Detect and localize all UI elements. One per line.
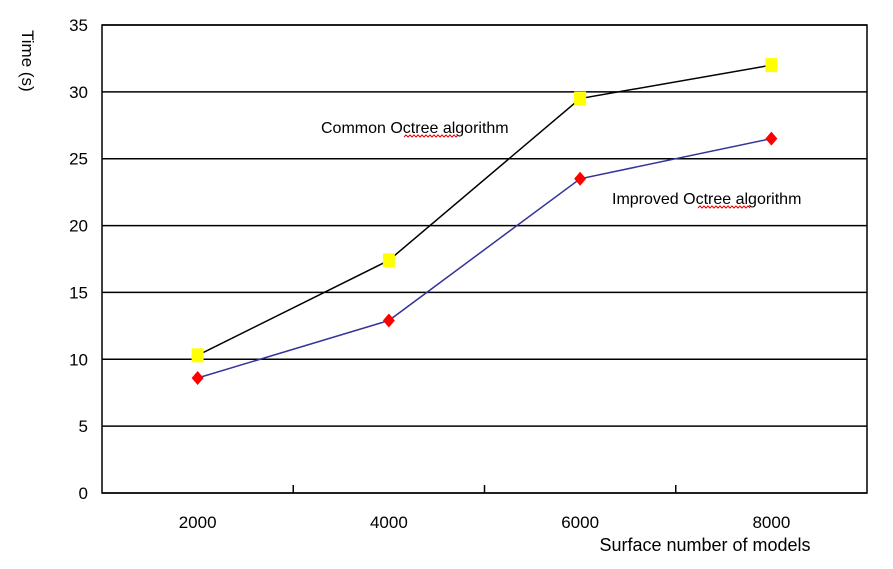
- y-tick-label: 0: [79, 484, 88, 503]
- data-point-diamond: [765, 131, 778, 146]
- y-axis-label: Time (s): [18, 30, 37, 92]
- data-point-square: [191, 348, 204, 363]
- data-point-diamond: [191, 371, 204, 386]
- data-point-diamond: [382, 313, 395, 328]
- x-tick-label: 6000: [561, 513, 599, 532]
- y-tick-label: 5: [79, 417, 88, 436]
- data-point-diamond: [574, 171, 587, 186]
- plot-frame: [101, 24, 868, 494]
- y-tick-label: 20: [69, 217, 88, 236]
- data-point-square: [382, 253, 395, 268]
- data-point-square: [574, 91, 587, 106]
- spellcheck-underline: [697, 205, 751, 209]
- y-tick-label: 10: [69, 350, 88, 369]
- data-point-square: [765, 58, 778, 73]
- y-tick-label: 35: [69, 16, 88, 35]
- series-line-1: [197, 137, 772, 379]
- x-tick-label: 2000: [179, 513, 217, 532]
- y-tick-label: 15: [69, 283, 88, 302]
- x-axis-label: Surface number of models: [599, 535, 810, 555]
- series-label-common: Common Octree algorithm: [321, 120, 509, 137]
- spellcheck-underline: [403, 134, 459, 138]
- y-tick-label: 30: [69, 83, 88, 102]
- series-label-improved: Improved Octree algorithm: [612, 191, 801, 208]
- y-tick-label: 25: [69, 150, 88, 169]
- series-line-0: [197, 64, 772, 356]
- x-tick-label: 4000: [370, 513, 408, 532]
- x-tick-label: 8000: [752, 513, 790, 532]
